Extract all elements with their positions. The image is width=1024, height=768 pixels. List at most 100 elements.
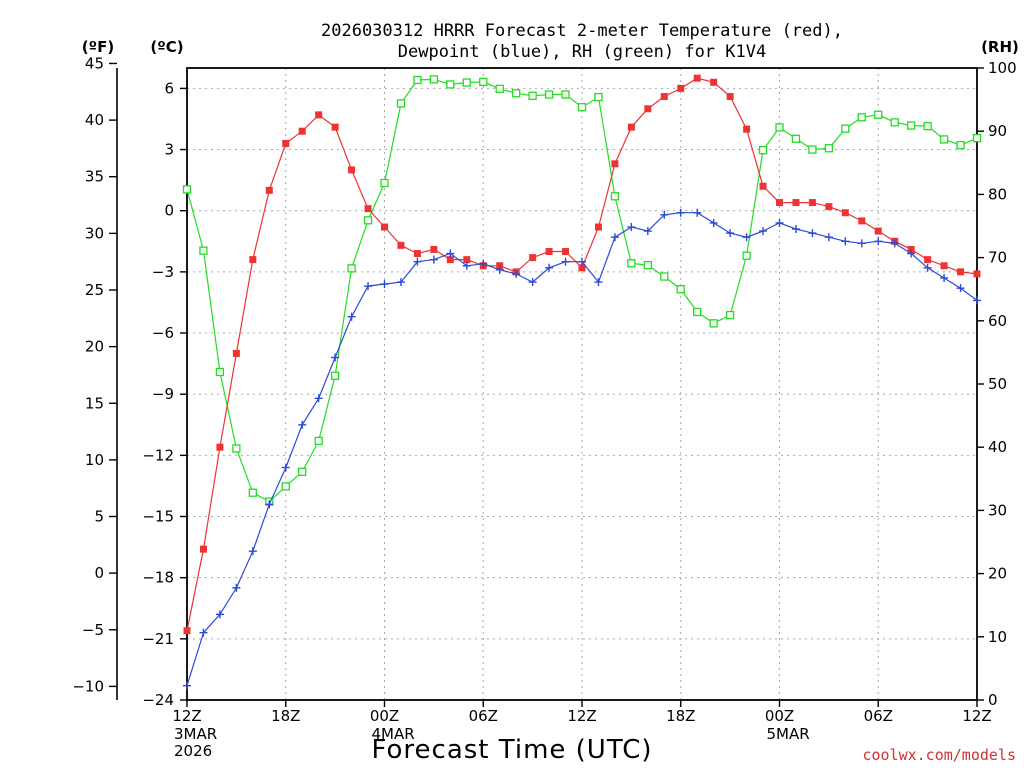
rh-point: [314, 436, 323, 446]
temperature-point: [957, 268, 965, 276]
rh-point: [627, 259, 636, 268]
dewpoint-point: [561, 257, 570, 266]
dewpoint-point: [298, 420, 307, 429]
temperature-point: [759, 182, 767, 190]
temperature-point: [282, 139, 290, 147]
rh-point: [248, 488, 257, 497]
dewpoint-point: [726, 229, 735, 238]
rh-tick-label: 80: [988, 185, 1007, 203]
temperature-point: [430, 245, 438, 253]
temperature-point: [265, 186, 273, 194]
temperature-point: [397, 241, 405, 249]
fahrenheit-unit-label: (ºF): [82, 38, 114, 56]
rh-point: [907, 121, 916, 130]
dewpoint-point: [479, 259, 488, 268]
fahrenheit-tick-label: 30: [85, 224, 104, 242]
rh-point: [791, 134, 801, 143]
dewpoint-point: [281, 463, 290, 472]
fahrenheit-tick-label: 40: [85, 111, 104, 129]
rh-point: [561, 90, 570, 99]
rh-point: [972, 134, 982, 143]
temperature-point: [710, 78, 718, 86]
rh-point: [363, 216, 373, 225]
temperature-point: [907, 245, 915, 253]
temperature-point: [183, 627, 191, 635]
celsius-tick-label: 6: [164, 79, 174, 97]
rh-point: [841, 124, 850, 133]
temperature-point: [611, 160, 619, 168]
rh-point: [775, 123, 784, 132]
time-tick-label: 12Z: [567, 707, 596, 725]
dewpoint-point: [512, 269, 521, 278]
dewpoint-point: [396, 278, 405, 287]
dewpoint-point: [265, 500, 274, 509]
rh-tick-label: 10: [988, 628, 1007, 646]
dewpoint-point: [429, 255, 438, 264]
time-tick-date: 4MAR: [372, 725, 415, 743]
dewpoint-point: [643, 227, 652, 236]
rh-tick-label: 30: [988, 501, 1007, 519]
credit-text: coolwx.com/models: [862, 746, 1016, 764]
dewpoint-point: [594, 278, 603, 287]
dewpoint-point: [248, 547, 257, 556]
fahrenheit-tick-label: 0: [94, 564, 104, 582]
fahrenheit-tick-label: 45: [85, 54, 104, 72]
dewpoint-point: [824, 233, 833, 242]
rh-point: [347, 264, 356, 273]
time-tick-label: 06Z: [469, 707, 498, 725]
temperature-point: [496, 262, 504, 270]
rh-point: [512, 89, 521, 98]
dewpoint-point: [610, 233, 619, 242]
celsius-tick-label: −21: [142, 630, 174, 648]
rh-point: [758, 146, 768, 155]
temperature-point: [545, 247, 553, 255]
rh-point: [446, 80, 455, 89]
dewpoint-point: [940, 273, 949, 282]
rh-point: [693, 307, 702, 317]
celsius-tick-label: −18: [142, 569, 174, 587]
chart-title-line1: 2026030312 HRRR Forecast 2-meter Tempera…: [321, 21, 843, 41]
dewpoint-point: [528, 278, 537, 287]
dewpoint-point: [808, 229, 817, 238]
rh-tick-label: 40: [988, 438, 1007, 456]
dewpoint-point: [759, 227, 768, 236]
temperature-point: [348, 166, 356, 174]
rh-tick-label: 50: [988, 375, 1007, 393]
x-axis-title: Forecast Time (UTC): [371, 735, 652, 765]
dewpoint-point: [446, 249, 455, 258]
fahrenheit-tick-label: −10: [72, 677, 104, 695]
time-tick-label: 00Z: [370, 707, 399, 725]
rh-point: [298, 467, 307, 476]
rh-point: [594, 92, 603, 102]
dewpoint-point: [956, 284, 965, 293]
dewpoint-point: [578, 257, 586, 266]
dewpoint-point: [775, 218, 784, 227]
rh-point: [857, 113, 866, 122]
rh-tick-label: 70: [988, 249, 1007, 267]
rh-tick-label: 90: [988, 122, 1007, 140]
temperature-point: [776, 199, 783, 207]
plot-frame: [186, 67, 978, 701]
rh-point: [396, 99, 406, 108]
dewpoint-point: [331, 353, 340, 362]
dewpoint-point: [215, 610, 224, 619]
temperature-point: [249, 256, 257, 264]
temperature-point: [841, 209, 849, 217]
rh-point: [923, 121, 932, 131]
time-tick-year: 2026: [174, 742, 212, 760]
rh-point: [330, 371, 340, 380]
dewpoint-point: [232, 583, 241, 592]
temperature-point: [381, 223, 388, 231]
temperature-point: [693, 74, 701, 82]
fahrenheit-tick-label: 10: [85, 451, 104, 469]
time-tick-label: 18Z: [666, 707, 695, 725]
rh-point: [281, 482, 290, 491]
celsius-tick-label: −12: [142, 446, 174, 464]
dewpoint-point: [742, 233, 751, 242]
temperature-point: [644, 105, 652, 113]
temperature-point: [825, 203, 833, 211]
fahrenheit-axis-ticks: 45 40 35 30 25 20 15 10 5 0 −5 −10: [72, 54, 117, 695]
